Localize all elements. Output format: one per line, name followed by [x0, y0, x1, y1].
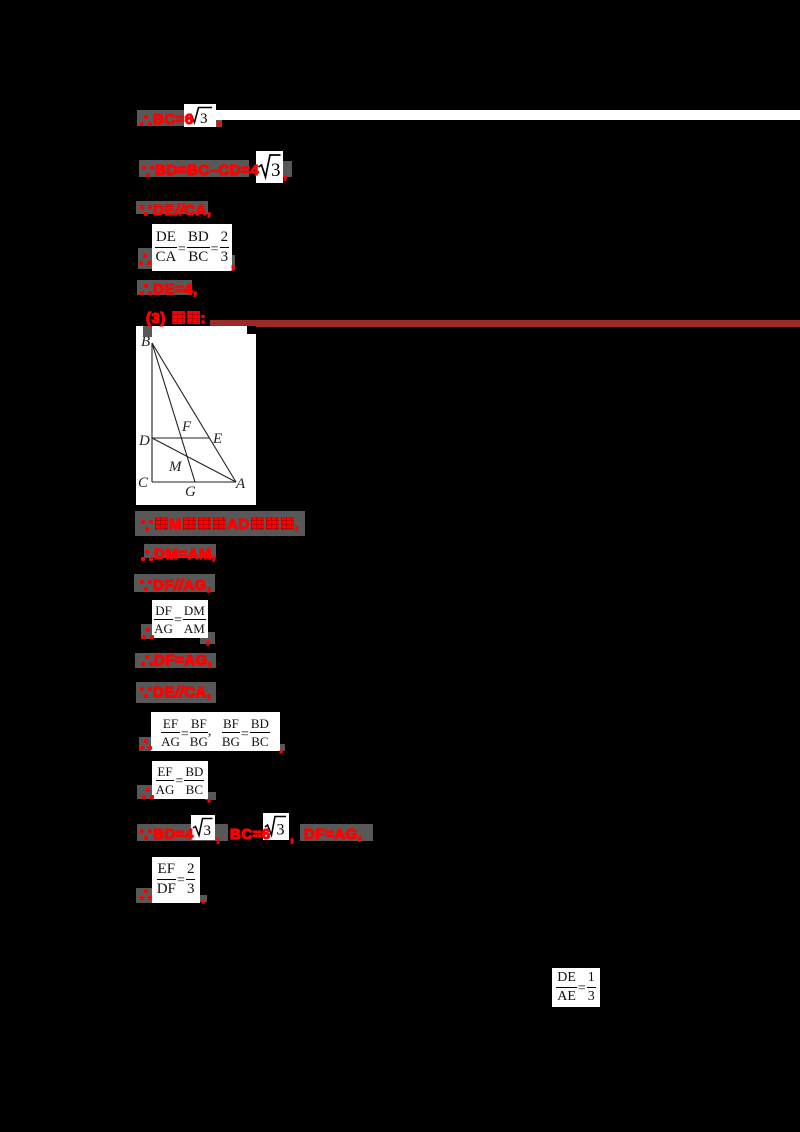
svg-text:M: M: [168, 459, 183, 475]
svg-text:3: 3: [200, 111, 208, 127]
svg-text:3: 3: [204, 823, 212, 839]
svg-text:3: 3: [277, 822, 285, 839]
svg-text:E: E: [212, 431, 222, 447]
svg-text:A: A: [235, 476, 246, 492]
svg-text:G: G: [185, 484, 196, 500]
svg-text:B: B: [141, 334, 150, 350]
svg-text:C: C: [138, 475, 149, 491]
svg-text:D: D: [138, 433, 150, 449]
svg-text:3: 3: [271, 160, 281, 181]
svg-text:F: F: [181, 419, 192, 435]
